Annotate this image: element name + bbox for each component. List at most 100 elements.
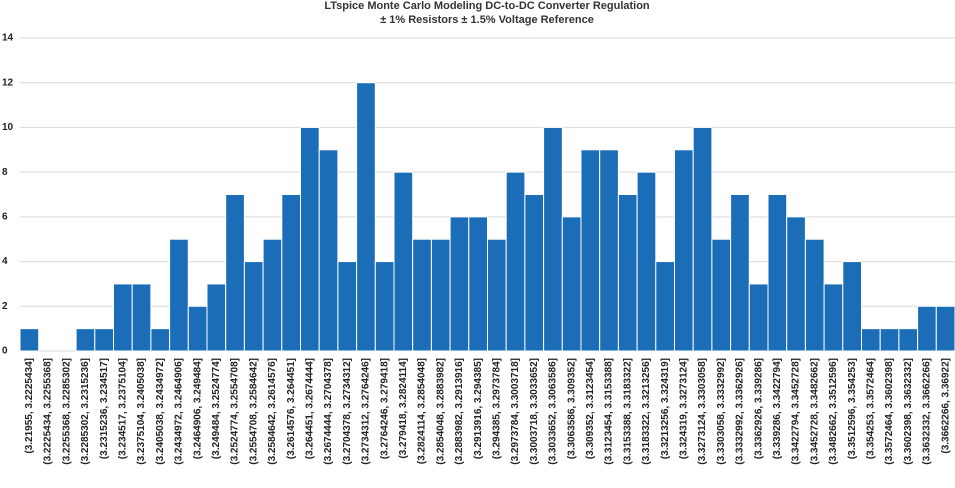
- x-tick-label: (3.354253, 3.3572464]: [865, 358, 876, 459]
- bar: [206, 283, 227, 352]
- bar: [655, 261, 675, 352]
- x-tick-label: (3.3572464, 3.3602398]: [884, 358, 895, 465]
- bar: [262, 238, 283, 352]
- x-tick-label: (3.234517, 3.2375104]: [117, 358, 128, 459]
- bar: [318, 149, 339, 352]
- x-tick-label: (3.2973784, 3.3003718]: [510, 358, 521, 465]
- x-tick-label: (3.264451, 3.2674444]: [304, 358, 315, 459]
- x-tick-label: (3.2584642, 3.2614576]: [267, 358, 278, 465]
- x-tick-label: (3.2824114, 3.2854048]: [417, 358, 428, 464]
- bar: [243, 261, 264, 352]
- x-tick-label: (3.249484, 3.2524774]: [211, 358, 222, 459]
- bar: [692, 126, 713, 352]
- bar: [580, 149, 601, 352]
- bar: [917, 305, 937, 352]
- bar: [281, 194, 301, 352]
- bar: [935, 305, 955, 352]
- x-tick-label: (3.2524774, 3.2554708]: [230, 358, 241, 465]
- x-tick-label: (3.279418, 3.2824114]: [398, 358, 409, 459]
- bar: [524, 194, 545, 352]
- bar: [468, 216, 488, 352]
- bar: [225, 194, 245, 352]
- x-tick-label: (3.2405038, 3.2434972]: [155, 358, 166, 465]
- bar: [187, 305, 208, 352]
- bar: [823, 283, 844, 352]
- x-tick-label: (3.2285302, 3.2315236]: [80, 358, 91, 465]
- x-tick-label: (3.3332992, 3.3362926]: [735, 358, 746, 465]
- x-tick-label: (3.324319, 3.3273124]: [678, 358, 689, 459]
- x-tick-label: (3.3632332, 3.3662266]: [922, 358, 933, 465]
- bar: [150, 328, 171, 352]
- x-tick-label: (3.3662266, 3.36922]: [940, 358, 951, 454]
- bar: [169, 238, 189, 352]
- x-tick-label: (3.3003718, 3.3033652]: [529, 358, 540, 465]
- x-tick-label: (3.2913916, 3.294385]: [473, 358, 484, 459]
- x-tick-label: (3.3273124, 3.3303058]: [697, 358, 708, 465]
- x-tick-label: (3.3123454, 3.3153388]: [604, 358, 615, 465]
- x-tick-label: (3.2225434, 3.2255368]: [43, 358, 54, 465]
- bar: [748, 283, 769, 352]
- x-tick-label: (3.3153388, 3.3183322]: [622, 358, 633, 465]
- x-tick-label: (3.2554708, 3.2584642]: [248, 358, 259, 465]
- x-tick-label: (3.2704378, 3.2734312]: [342, 358, 353, 465]
- y-tick-label: 14: [2, 33, 14, 44]
- x-tick-label: (3.2614576, 3.264451]: [286, 358, 297, 459]
- bar: [561, 216, 582, 352]
- bar: [543, 126, 563, 352]
- x-tick-label: (3.3063586, 3.309352]: [566, 358, 577, 459]
- x-tick-label: (3.2674444, 3.2704378]: [323, 358, 334, 465]
- bar: [19, 328, 40, 352]
- x-tick-label: (3.3602398, 3.3632332]: [903, 358, 914, 465]
- bar: [131, 283, 152, 352]
- x-tick-label: (3.309352, 3.3123454]: [585, 358, 596, 459]
- x-tick-label: (3.3033652, 3.3063586]: [548, 358, 559, 465]
- x-tick-label: (3.3303058, 3.3332992]: [716, 358, 727, 465]
- bar: [617, 194, 638, 352]
- bar: [412, 238, 432, 352]
- bar: [599, 149, 619, 352]
- bar: [505, 171, 526, 352]
- x-tick-label: (3.3452728, 3.3482662]: [809, 358, 820, 465]
- x-tick-label: (3.294385, 3.2973784]: [491, 358, 502, 459]
- x-tick-label: (3.2315236, 3.234517]: [99, 358, 110, 459]
- x-tick-label: (3.21955, 3.2225434]: [24, 358, 35, 454]
- y-tick-label: 4: [2, 256, 8, 267]
- y-tick-label: 10: [2, 122, 14, 133]
- bar: [337, 261, 358, 352]
- x-tick-label: (3.3512596, 3.354253]: [847, 358, 858, 459]
- y-tick-label: 12: [2, 77, 14, 88]
- x-tick-label: (3.3362926, 3.339286]: [753, 358, 764, 459]
- x-tick-label: (3.2854048, 3.2883982]: [435, 358, 446, 465]
- bar: [75, 328, 96, 352]
- x-tick-label: (3.3422794, 3.3452728]: [791, 358, 802, 465]
- bar: [898, 328, 919, 352]
- x-tick-label: (3.3482662, 3.3512596]: [828, 358, 839, 465]
- bar: [730, 194, 750, 352]
- x-tick-label: (3.3213256, 3.324319]: [660, 358, 671, 459]
- bar: [861, 328, 881, 352]
- y-tick-label: 8: [2, 167, 8, 178]
- bar: [94, 328, 115, 352]
- x-tick-label: (3.2464906, 3.249484]: [192, 358, 203, 459]
- bar: [393, 171, 414, 352]
- bar: [711, 238, 732, 352]
- bar: [879, 328, 900, 352]
- y-tick-label: 0: [2, 346, 8, 357]
- x-tick-label: (3.2434972, 3.2464906]: [174, 358, 185, 465]
- bar: [374, 261, 395, 352]
- x-tick-label: (3.339286, 3.3422794]: [772, 358, 783, 459]
- bar: [674, 149, 694, 352]
- bar: [356, 82, 376, 352]
- x-tick-label: (3.2375104, 3.2405038]: [136, 358, 147, 465]
- x-tick-label: (3.3183322, 3.3213256]: [641, 358, 652, 465]
- chart-subtitle: ± 1% Resistors ± 1.5% Voltage Reference: [380, 14, 594, 26]
- bar: [767, 194, 788, 352]
- x-tick-label: (3.2883982, 3.2913916]: [454, 358, 465, 465]
- x-tick-label: (3.2734312, 3.2764246]: [361, 358, 372, 465]
- y-tick-label: 2: [2, 301, 8, 312]
- bar: [636, 171, 657, 352]
- bar: [300, 126, 320, 352]
- bar: [487, 238, 507, 352]
